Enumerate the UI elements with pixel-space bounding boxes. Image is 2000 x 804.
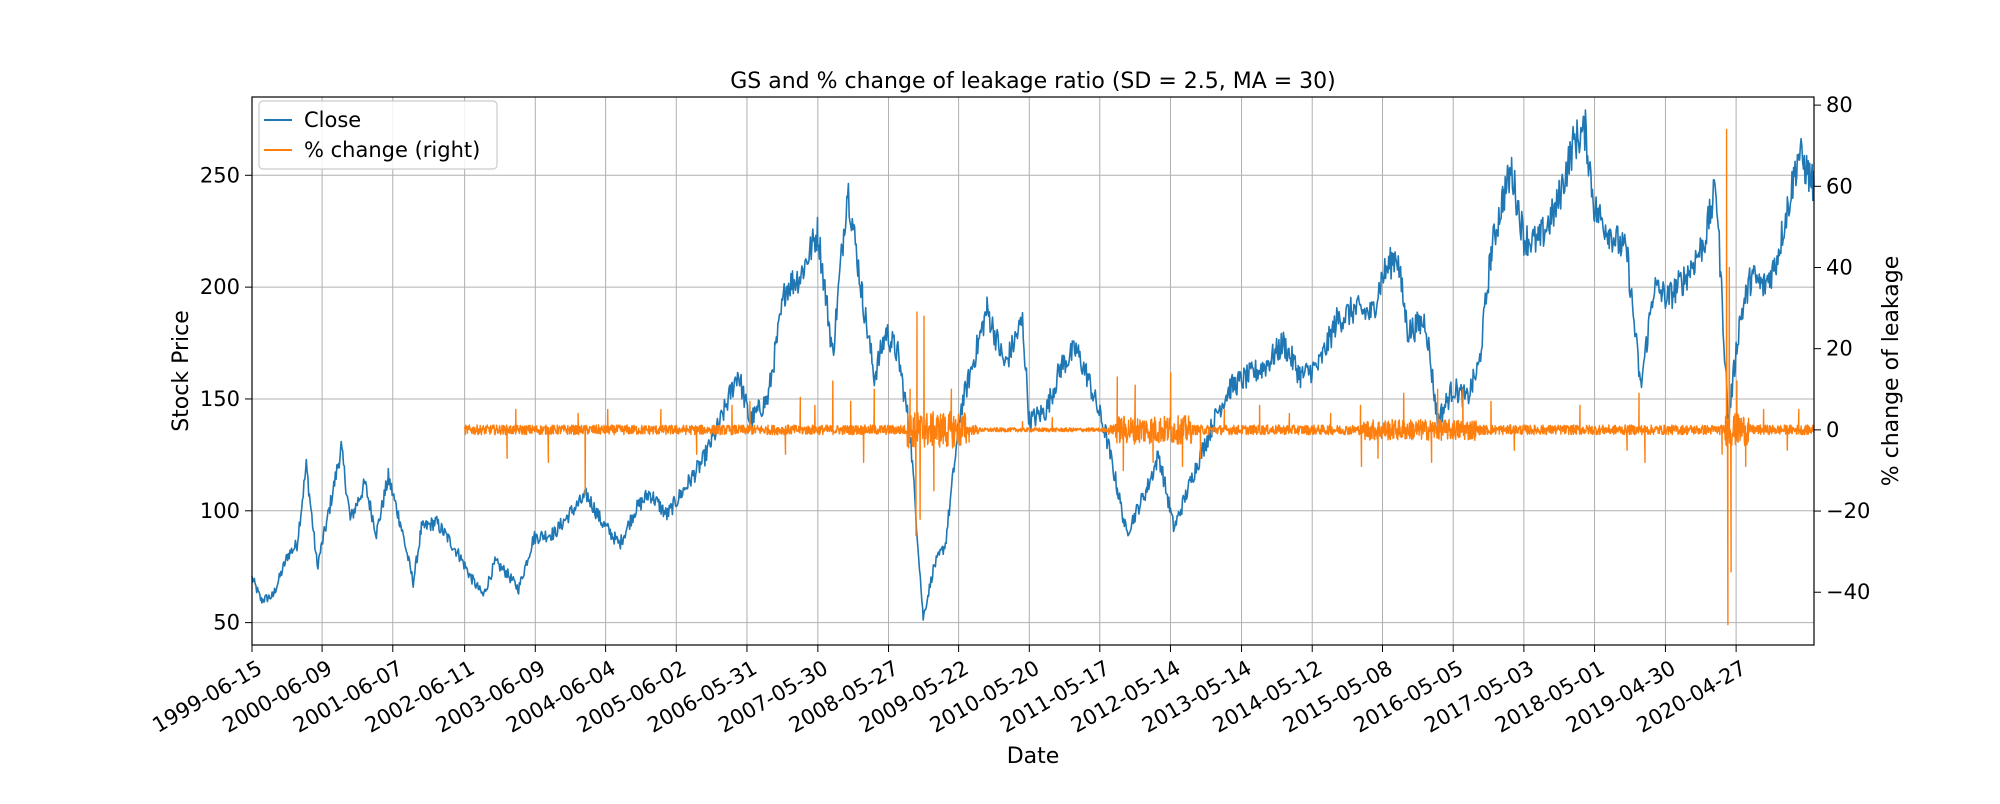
y-right-tick-label: 80: [1826, 93, 1853, 117]
y-right-tick-label: −40: [1826, 580, 1870, 604]
legend-box: [258, 100, 498, 170]
y-tick-label: 50: [213, 611, 240, 635]
x-axis-label: Date: [1007, 744, 1060, 769]
series-layer: [251, 109, 1815, 626]
y-axis-right: −40 −20 0 20 40 60 80: [1814, 93, 1870, 604]
y-tick-label: 200: [200, 275, 240, 299]
legend-label-pct-change: % change (right): [304, 138, 480, 162]
pct-change-series-line: [463, 128, 1815, 626]
y-right-tick-label: 40: [1826, 255, 1853, 279]
y-right-tick-label: 60: [1826, 174, 1853, 198]
y-right-tick-label: 20: [1826, 337, 1853, 361]
close-series-line: [251, 109, 1815, 621]
plot-frame: [251, 96, 1815, 646]
y-tick-label: 250: [200, 163, 240, 187]
legend-label-close: Close: [304, 108, 361, 132]
y-axis-left: 50 100 150 200 250: [200, 163, 252, 635]
y-axis-right-label: % change of leakage: [1879, 256, 1904, 487]
grid: [251, 97, 1814, 645]
y-right-tick-label: 0: [1826, 418, 1839, 442]
y-tick-label: 150: [200, 387, 240, 411]
chart-title: GS and % change of leakage ratio (SD = 2…: [730, 69, 1336, 94]
legend: Close % change (right): [258, 100, 498, 170]
y-right-tick-label: −20: [1826, 499, 1870, 523]
x-axis: 1999-06-152000-06-092001-06-072002-06-11…: [148, 645, 1750, 738]
y-tick-label: 100: [200, 499, 240, 523]
y-axis-label: Stock Price: [169, 310, 194, 432]
